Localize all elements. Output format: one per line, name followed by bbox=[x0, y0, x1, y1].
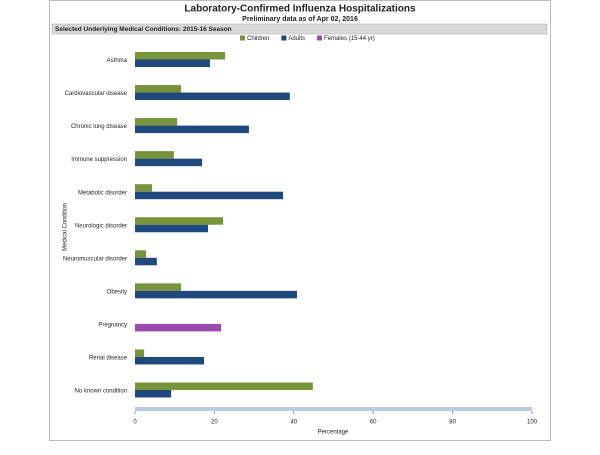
y-tick-label: Immune suppression bbox=[71, 157, 127, 163]
y-tick-label: Neurologic disorder bbox=[75, 223, 127, 229]
y-tick-label: No known condition bbox=[75, 389, 127, 395]
y-tick-label: Metabolic disorder bbox=[78, 190, 127, 196]
bar bbox=[135, 118, 178, 126]
y-tick-label: Pregnancy bbox=[98, 322, 127, 328]
y-tick-label: Chronic lung disease bbox=[71, 124, 128, 130]
bar bbox=[135, 349, 145, 357]
x-tick-label: 20 bbox=[211, 420, 218, 426]
x-tick-label: 60 bbox=[370, 420, 377, 426]
y-axis-label: Medical Condition bbox=[63, 203, 69, 251]
y-tick-label: Cardiovascular disease bbox=[65, 91, 128, 97]
frame bbox=[49, 0, 551, 441]
bar bbox=[135, 125, 249, 134]
legend-label: Adults bbox=[288, 36, 305, 42]
x-tick-label: 40 bbox=[290, 420, 297, 426]
legend-swatch bbox=[281, 35, 287, 41]
bar bbox=[135, 191, 284, 200]
chart-subtitle: Preliminary data as of Apr 02, 2016 bbox=[242, 16, 358, 23]
chart-title: Laboratory-Confirmed Influenza Hospitali… bbox=[184, 4, 416, 15]
legend-swatch bbox=[317, 35, 323, 41]
bar bbox=[135, 151, 174, 159]
bar bbox=[135, 283, 182, 291]
bar bbox=[135, 257, 157, 266]
bar bbox=[135, 158, 203, 167]
bar bbox=[135, 92, 290, 101]
y-tick-label: Neuromuscular disorder bbox=[63, 256, 127, 262]
bar bbox=[135, 184, 153, 192]
legend-label: Children bbox=[247, 36, 269, 42]
bar bbox=[135, 250, 147, 258]
bar bbox=[135, 59, 211, 67]
panel-header bbox=[51, 23, 548, 35]
panel-title: Selected Underlying Medical Conditions: … bbox=[55, 26, 232, 33]
bar bbox=[135, 390, 172, 398]
bar bbox=[135, 356, 205, 365]
y-tick-label: Asthma bbox=[107, 58, 128, 64]
y-tick-label: Obesity bbox=[107, 289, 127, 295]
bar bbox=[135, 290, 297, 299]
bar bbox=[135, 217, 224, 225]
x-axis-band bbox=[135, 407, 532, 411]
x-tick-label: 100 bbox=[527, 420, 538, 426]
bar bbox=[135, 85, 182, 93]
legend-swatch bbox=[240, 35, 245, 41]
bar bbox=[135, 323, 222, 332]
bar bbox=[135, 382, 313, 390]
bar bbox=[135, 52, 226, 60]
bar bbox=[135, 224, 209, 233]
legend-label: Females (15-44 yr) bbox=[324, 36, 375, 42]
x-axis-label: Percentage bbox=[318, 430, 349, 436]
x-tick-label: 80 bbox=[449, 420, 456, 426]
y-tick-label: Renal disease bbox=[89, 356, 128, 362]
x-tick-label: 0 bbox=[133, 420, 137, 426]
